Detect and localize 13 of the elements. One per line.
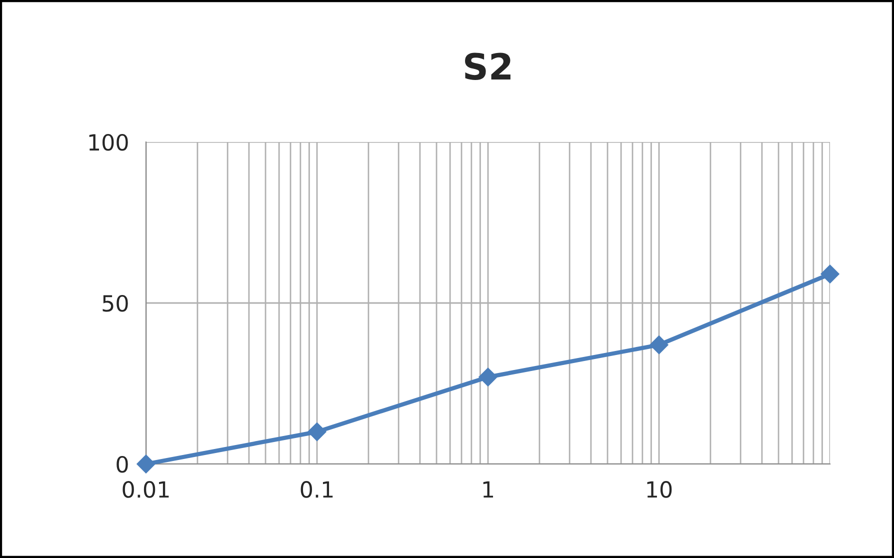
x-tick-label: 0.1 [300, 481, 333, 498]
point [136, 454, 156, 474]
x-tick-label: 10 [647, 481, 672, 498]
point [650, 336, 668, 354]
y-tick-label: 0 [116, 456, 128, 473]
y-tick-label: 100 [89, 134, 128, 151]
chart-title: S2 [465, 52, 510, 80]
point [820, 264, 840, 284]
point [308, 422, 326, 442]
x-tick-label: 1 [483, 481, 494, 498]
point [478, 368, 498, 386]
x-tick-label: 0.01 [122, 481, 169, 498]
y-tick-label: 50 [102, 294, 128, 312]
